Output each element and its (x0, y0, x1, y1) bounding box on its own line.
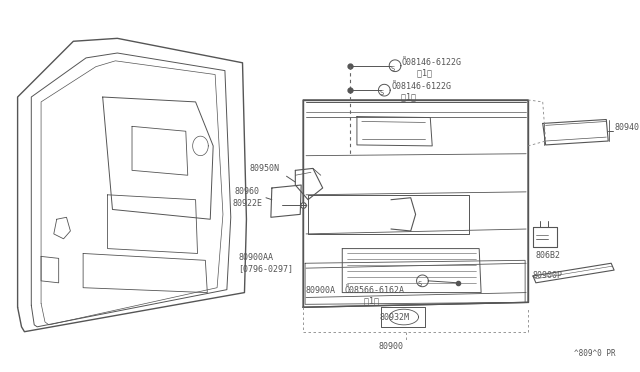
Text: Õ08146-6122G
  （1）: Õ08146-6122G （1） (391, 82, 451, 102)
Text: 80940: 80940 (614, 123, 639, 132)
Text: 80900A: 80900A (305, 286, 335, 295)
Text: ^809^0 PR: ^809^0 PR (575, 349, 616, 358)
Text: S: S (390, 65, 394, 72)
Text: 80900: 80900 (379, 343, 404, 352)
Text: 80900AA
[0796-0297]: 80900AA [0796-0297] (239, 253, 294, 273)
Text: 80950N: 80950N (250, 164, 279, 173)
Text: Õ08566-6162A
    （1）: Õ08566-6162A （1） (344, 286, 404, 305)
Text: S: S (380, 90, 383, 96)
Text: 80922E: 80922E (233, 199, 263, 208)
Text: S: S (417, 281, 422, 287)
Text: 806B2: 806B2 (536, 250, 561, 260)
Text: 80960: 80960 (235, 187, 260, 196)
Text: 80900P: 80900P (533, 271, 563, 280)
Text: 80932M: 80932M (380, 312, 410, 321)
Text: Õ08146-6122G
   （1）: Õ08146-6122G （1） (402, 58, 462, 77)
